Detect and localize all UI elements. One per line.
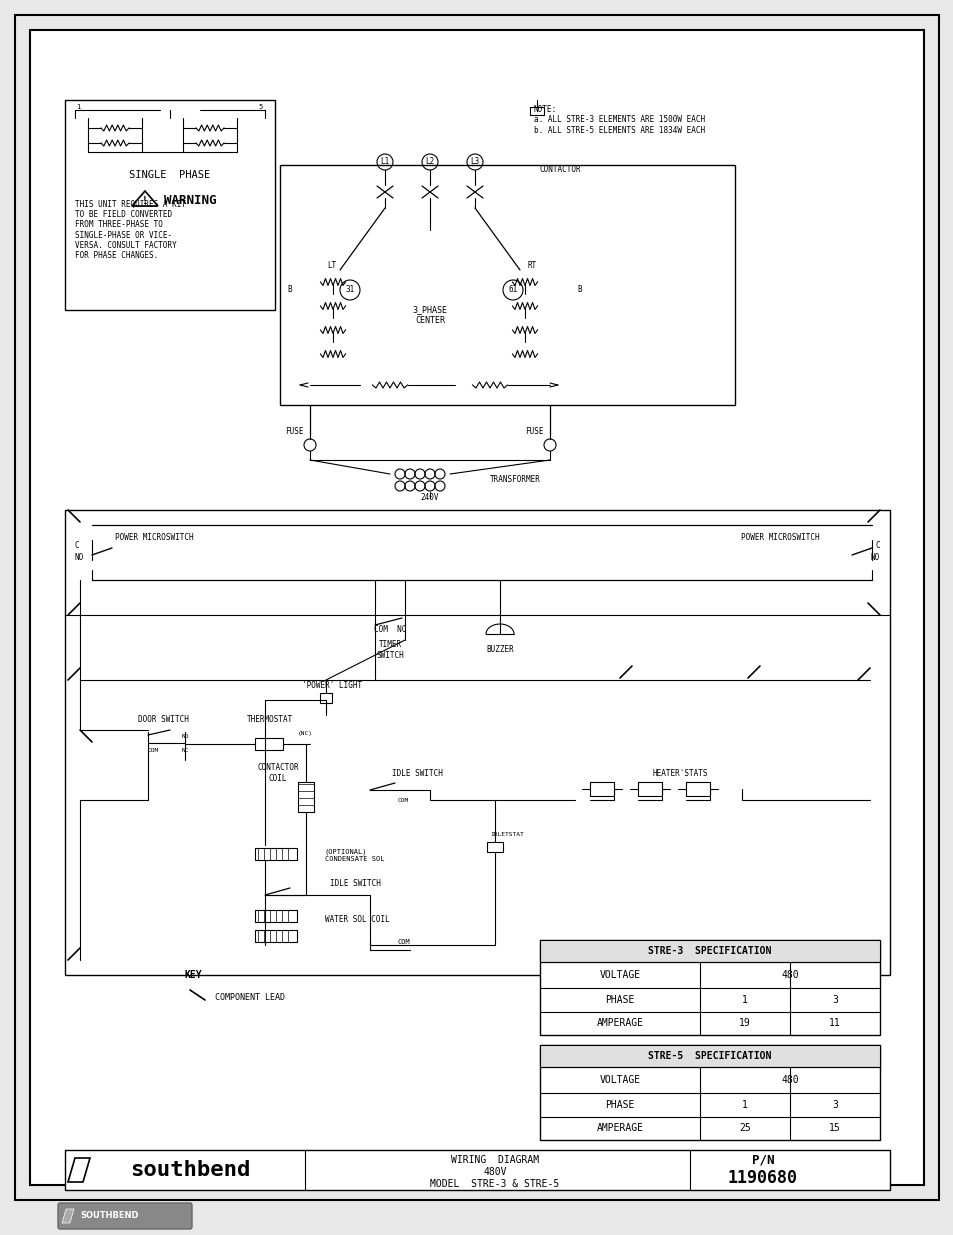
Text: NO: NO: [870, 553, 879, 562]
Bar: [254, 910, 296, 923]
Text: COM: COM: [397, 939, 411, 945]
Text: BUZZER: BUZZER: [486, 646, 514, 655]
Text: IDLE SWITCH: IDLE SWITCH: [330, 878, 380, 888]
Bar: [65, 1150, 889, 1191]
Text: COM: COM: [148, 747, 159, 752]
Text: WATER SOL COIL: WATER SOL COIL: [325, 915, 390, 925]
Text: POWER MICROSWITCH: POWER MICROSWITCH: [740, 532, 820, 541]
Text: L1: L1: [380, 158, 389, 167]
Text: 15: 15: [828, 1123, 840, 1132]
Bar: [254, 739, 283, 750]
Text: FUSE: FUSE: [524, 427, 543, 436]
Text: 3_PHASE
CENTER: 3_PHASE CENTER: [412, 305, 447, 325]
Bar: [539, 940, 879, 962]
Text: 31: 31: [345, 285, 355, 294]
Text: WARNING: WARNING: [164, 194, 216, 206]
Bar: [539, 1045, 879, 1140]
Bar: [65, 510, 889, 974]
Text: L2: L2: [425, 158, 435, 167]
Text: THERMOSTAT: THERMOSTAT: [247, 715, 293, 725]
Text: IDLE SWITCH: IDLE SWITCH: [392, 768, 442, 778]
Bar: [539, 1045, 879, 1067]
Bar: [280, 165, 734, 405]
Bar: [319, 693, 332, 703]
Text: STRE-5  SPECIFICATION: STRE-5 SPECIFICATION: [648, 1051, 771, 1061]
Text: NO: NO: [75, 553, 84, 562]
Bar: [539, 940, 879, 1035]
Text: MODEL  STRE-3 & STRE-5: MODEL STRE-3 & STRE-5: [430, 1179, 559, 1189]
Text: THIS UNIT REQUIRES A KIT
TO BE FIELD CONVERTED
FROM THREE-PHASE TO
SINGLE-PHASE : THIS UNIT REQUIRES A KIT TO BE FIELD CON…: [75, 200, 186, 261]
Text: 3: 3: [831, 995, 837, 1005]
Text: 1: 1: [741, 995, 747, 1005]
Text: WIRING  DIAGRAM: WIRING DIAGRAM: [451, 1155, 538, 1165]
Text: 240V: 240V: [420, 494, 438, 503]
Text: STRE-3  SPECIFICATION: STRE-3 SPECIFICATION: [648, 946, 771, 956]
Text: 11: 11: [828, 1018, 840, 1028]
Text: (OPTIONAL)
CONDENSATE SOL: (OPTIONAL) CONDENSATE SOL: [325, 848, 384, 862]
Text: 480: 480: [781, 969, 798, 981]
Text: 'POWER' LIGHT: 'POWER' LIGHT: [302, 680, 362, 689]
Text: NOTE:
a. ALL STRE-3 ELEMENTS ARE 1500W EACH
b. ALL STRE-5 ELEMENTS ARE 1834W EAC: NOTE: a. ALL STRE-3 ELEMENTS ARE 1500W E…: [534, 105, 704, 135]
Text: southbend: southbend: [130, 1160, 250, 1179]
Bar: [685, 782, 709, 797]
Text: 19: 19: [739, 1018, 750, 1028]
Text: P/N: P/N: [751, 1153, 774, 1167]
Text: LT: LT: [327, 261, 336, 269]
Text: L3: L3: [470, 158, 479, 167]
Text: COMPONENT LEAD: COMPONENT LEAD: [214, 993, 285, 1002]
Text: B: B: [578, 285, 581, 294]
Text: 25: 25: [739, 1123, 750, 1132]
Text: TIMER
SWITCH: TIMER SWITCH: [375, 640, 403, 659]
Text: C: C: [75, 541, 79, 550]
Bar: [254, 848, 296, 860]
Bar: [638, 782, 661, 797]
Text: COM  NC: COM NC: [374, 625, 406, 635]
Text: (NC): (NC): [297, 730, 313, 736]
Bar: [589, 782, 614, 797]
Text: RT: RT: [527, 261, 536, 269]
Text: COM: COM: [397, 798, 409, 803]
Text: 480V: 480V: [483, 1167, 506, 1177]
Polygon shape: [62, 1209, 74, 1223]
Text: VOLTAGE: VOLTAGE: [598, 1074, 639, 1086]
Text: KEY: KEY: [185, 969, 202, 981]
Text: POWER MICROSWITCH: POWER MICROSWITCH: [115, 532, 193, 541]
Text: CONTACTOR: CONTACTOR: [539, 165, 581, 174]
Text: C: C: [875, 541, 879, 550]
Text: B: B: [288, 285, 292, 294]
Bar: [486, 842, 502, 852]
Text: PHASE: PHASE: [604, 995, 634, 1005]
Text: NC: NC: [182, 747, 190, 752]
Text: VOLTAGE: VOLTAGE: [598, 969, 639, 981]
Text: TRANSFORMER: TRANSFORMER: [490, 475, 540, 484]
Text: SOUTHBEND: SOUTHBEND: [80, 1212, 138, 1220]
Bar: [297, 782, 314, 811]
Text: NO: NO: [182, 735, 190, 740]
Text: 1: 1: [76, 104, 80, 110]
Text: 480: 480: [781, 1074, 798, 1086]
Bar: [65, 100, 274, 310]
Bar: [530, 107, 543, 115]
Text: FUSE: FUSE: [285, 427, 303, 436]
Text: 1: 1: [741, 1100, 747, 1110]
Text: DOOR SWITCH: DOOR SWITCH: [137, 715, 189, 725]
Text: AMPERAGE: AMPERAGE: [596, 1123, 643, 1132]
Text: 1190680: 1190680: [727, 1170, 797, 1187]
Text: 3: 3: [831, 1100, 837, 1110]
Text: SINGLE  PHASE: SINGLE PHASE: [130, 170, 211, 180]
Text: 5: 5: [258, 104, 263, 110]
Text: CONTACTOR
COIL: CONTACTOR COIL: [257, 763, 298, 783]
Text: IDLETSTAT: IDLETSTAT: [490, 832, 523, 837]
Bar: [254, 930, 296, 942]
Text: AMPERAGE: AMPERAGE: [596, 1018, 643, 1028]
Text: 61: 61: [508, 285, 517, 294]
FancyBboxPatch shape: [58, 1203, 192, 1229]
Text: HEATER'STATS: HEATER'STATS: [652, 768, 707, 778]
Text: PHASE: PHASE: [604, 1100, 634, 1110]
Text: !: !: [142, 196, 148, 206]
